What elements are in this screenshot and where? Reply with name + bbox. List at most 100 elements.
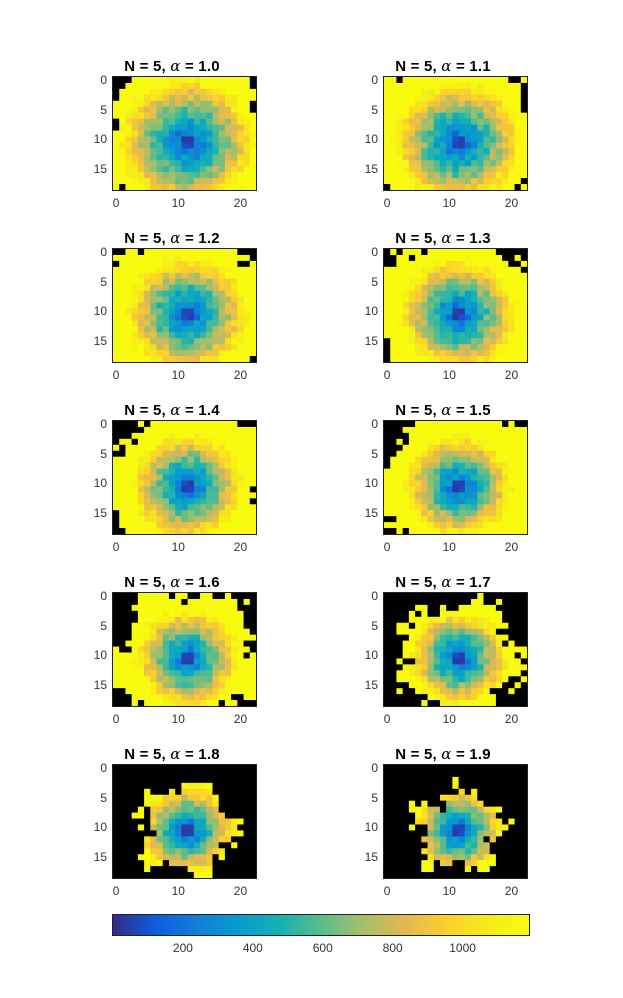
heatmap-cell	[520, 806, 527, 813]
heatmap-cell	[408, 260, 416, 268]
heatmap-cell	[396, 94, 404, 102]
heatmap-cell	[249, 77, 256, 84]
heatmap-cell	[119, 504, 126, 511]
heatmap-cell	[113, 872, 120, 878]
heatmap-cell	[427, 296, 435, 303]
heatmap-cell	[156, 498, 164, 505]
heatmap-cell	[439, 332, 447, 339]
heatmap-cell	[212, 82, 220, 90]
heatmap-cell	[237, 356, 244, 362]
heatmap-cell	[427, 794, 435, 802]
heatmap-cell	[193, 314, 201, 321]
heatmap-cell	[168, 652, 176, 659]
heatmap-cell	[458, 178, 466, 185]
heatmap-cell	[489, 432, 497, 440]
heatmap-cell	[187, 462, 195, 469]
heatmap-cell	[193, 604, 201, 612]
heatmap-cell	[181, 260, 189, 268]
heatmap-cell	[237, 794, 244, 802]
heatmap-cell	[427, 842, 435, 849]
heatmap-cell	[396, 788, 404, 796]
heatmap-cell	[495, 634, 503, 641]
heatmap-cell	[477, 421, 484, 428]
heatmap-cell	[520, 794, 527, 802]
heatmap-cell	[421, 593, 428, 600]
heatmap-cell	[402, 421, 410, 428]
heatmap-cell	[150, 664, 157, 671]
heatmap-cell	[200, 782, 207, 790]
heatmap-cell	[495, 652, 503, 659]
heatmap-cell	[415, 658, 422, 665]
heatmap-cell	[237, 94, 244, 102]
heatmap-cell	[187, 830, 195, 837]
heatmap-cell	[452, 308, 460, 315]
heatmap-cell	[144, 854, 151, 861]
heatmap-cell	[439, 184, 447, 190]
heatmap-cell	[502, 82, 509, 90]
heatmap-cell	[508, 106, 515, 114]
heatmap-cell	[427, 598, 435, 606]
heatmap-cell	[471, 782, 478, 790]
heatmap-cell	[402, 154, 410, 161]
heatmap-cell	[137, 142, 145, 149]
heatmap-cell	[495, 622, 503, 630]
heatmap-cell	[137, 350, 145, 357]
heatmap-cell	[168, 806, 176, 813]
heatmap-cell	[502, 136, 509, 143]
heatmap-cell	[452, 284, 460, 292]
heatmap-cell	[137, 184, 145, 190]
panel-title: N = 5, α = 1.8	[72, 746, 272, 764]
x-tick-label: 0	[112, 368, 120, 382]
heatmap-cell	[495, 178, 503, 185]
heatmap-cell	[218, 622, 226, 630]
heatmap-cell	[144, 77, 151, 84]
heatmap-cell	[415, 160, 422, 167]
heatmap-cell	[384, 326, 391, 333]
heatmap-cell	[439, 468, 447, 475]
heatmap-cell	[137, 776, 145, 784]
heatmap-cell	[224, 421, 232, 428]
heatmap-cell	[489, 106, 497, 114]
heatmap-cell	[439, 830, 447, 837]
heatmap-cell	[495, 350, 503, 357]
heatmap-cell	[402, 830, 410, 837]
heatmap-cell	[218, 848, 226, 855]
heatmap-cell	[131, 776, 139, 784]
heatmap-cell	[477, 824, 484, 831]
heatmap-cell	[144, 788, 151, 796]
heatmap-cell	[433, 94, 441, 102]
heatmap-cell	[446, 598, 453, 606]
heatmap-cell	[508, 782, 515, 790]
heatmap-cell	[249, 421, 256, 428]
heatmap-cell	[249, 848, 256, 855]
heatmap-cell	[144, 486, 151, 493]
heatmap-cell	[396, 450, 404, 458]
heatmap-cell	[421, 432, 428, 440]
heatmap-cell	[181, 634, 189, 641]
heatmap-cell	[218, 593, 226, 600]
heatmap-cell	[452, 82, 460, 90]
heatmap-cell	[390, 94, 397, 102]
heatmap-cell	[187, 628, 195, 636]
heatmap-cell	[446, 622, 453, 630]
heatmap-cell	[243, 272, 251, 280]
heatmap-cell	[218, 344, 226, 351]
heatmap-cell	[113, 272, 120, 280]
heatmap-cell	[458, 320, 466, 327]
heatmap-cell	[489, 480, 497, 487]
heatmap-cell	[439, 593, 447, 600]
heatmap-cell	[458, 492, 466, 499]
heatmap-cell	[187, 142, 195, 149]
heatmap-cell	[162, 492, 170, 499]
heatmap-cell	[187, 136, 195, 143]
x-tick-label: 0	[112, 712, 120, 726]
heatmap-cell	[452, 628, 460, 636]
heatmap-cell	[483, 266, 491, 274]
heatmap-cell	[514, 178, 522, 185]
heatmap-cell	[119, 444, 126, 452]
heatmap-cell	[206, 142, 213, 149]
heatmap-cell	[458, 652, 466, 659]
heatmap-cell	[168, 326, 176, 333]
heatmap-cell	[181, 450, 189, 458]
heatmap-cell	[402, 622, 410, 630]
